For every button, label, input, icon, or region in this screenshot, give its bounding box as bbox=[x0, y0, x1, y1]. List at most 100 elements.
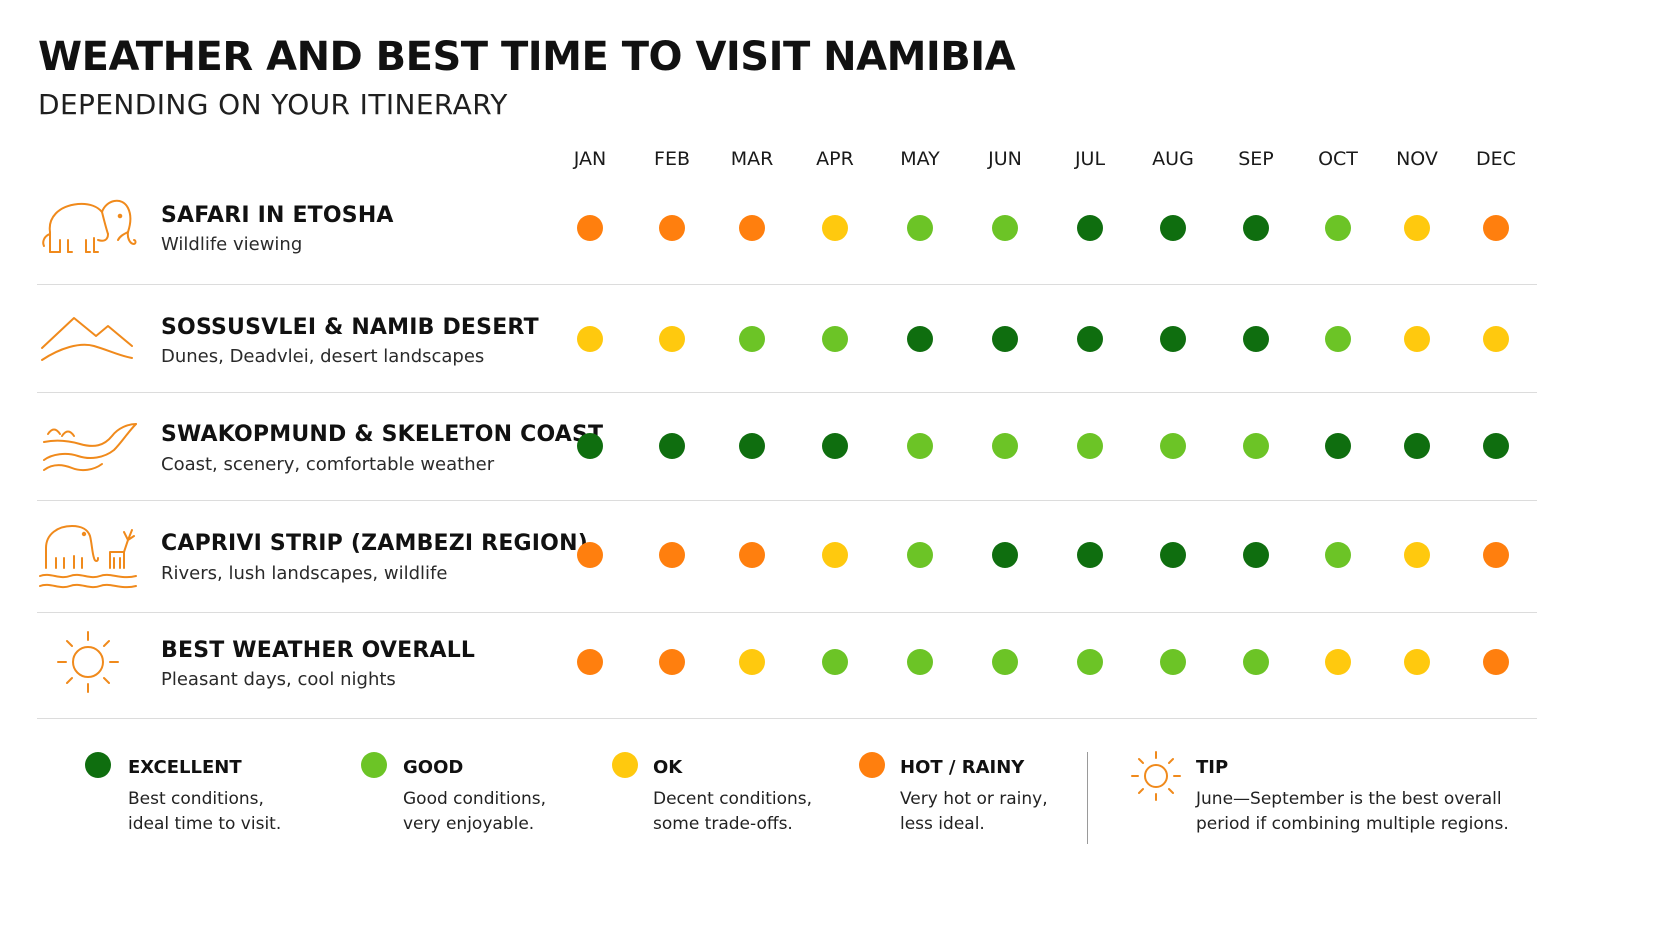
legend-title-excellent: EXCELLENT bbox=[128, 757, 242, 778]
row-subtitle-etosha: Wildlife viewing bbox=[161, 234, 303, 255]
rating-dot-hot-rainy bbox=[739, 542, 765, 568]
rating-dot-excellent bbox=[1325, 433, 1351, 459]
rating-dot-hot-rainy bbox=[739, 215, 765, 241]
rating-dot-hot-rainy bbox=[659, 649, 685, 675]
rating-dot-good bbox=[822, 649, 848, 675]
legend-title-hot-rainy: HOT / RAINY bbox=[900, 757, 1025, 778]
rating-dot-hot-rainy bbox=[1483, 215, 1509, 241]
rating-dot-hot-rainy bbox=[577, 215, 603, 241]
month-label-mar: MAR bbox=[730, 148, 774, 170]
sun-icon bbox=[57, 631, 119, 693]
rating-dot-ok bbox=[1404, 326, 1430, 352]
month-label-aug: AUG bbox=[1152, 148, 1194, 170]
legend-desc-line: Decent conditions, bbox=[653, 789, 813, 809]
rating-dot-excellent bbox=[992, 326, 1018, 352]
rating-dot-excellent bbox=[1243, 326, 1269, 352]
rating-dot-good bbox=[822, 326, 848, 352]
rating-dot-good bbox=[992, 215, 1018, 241]
month-label-sep: SEP bbox=[1238, 148, 1274, 170]
month-label-may: MAY bbox=[900, 148, 940, 170]
rating-dot-ok bbox=[659, 326, 685, 352]
rating-dot-good bbox=[1243, 649, 1269, 675]
legend-dot-ok bbox=[612, 752, 638, 778]
tip-title: TIP bbox=[1196, 757, 1229, 778]
rating-dot-hot-rainy bbox=[577, 542, 603, 568]
month-label-jun: JUN bbox=[988, 148, 1022, 170]
rating-dot-excellent bbox=[1160, 215, 1186, 241]
rating-dot-excellent bbox=[1077, 326, 1103, 352]
row-title-best-weather: BEST WEATHER OVERALL bbox=[161, 638, 476, 663]
rating-dot-excellent bbox=[659, 433, 685, 459]
month-label-nov: NOV bbox=[1396, 148, 1438, 170]
rating-dot-good bbox=[1325, 326, 1351, 352]
rating-dot-excellent bbox=[577, 433, 603, 459]
row-title-swakopmund: SWAKOPMUND & SKELETON COAST bbox=[161, 422, 604, 447]
legend-dot-hot-rainy bbox=[859, 752, 885, 778]
rating-dot-ok bbox=[739, 649, 765, 675]
rating-dot-good bbox=[1325, 542, 1351, 568]
tip-line: June—September is the best overall bbox=[1196, 789, 1502, 809]
rating-dot-hot-rainy bbox=[1483, 649, 1509, 675]
rating-dot-good bbox=[907, 649, 933, 675]
legend-desc-line: less ideal. bbox=[900, 814, 985, 834]
rating-dot-excellent bbox=[1243, 215, 1269, 241]
rating-dot-excellent bbox=[739, 433, 765, 459]
month-label-jan: JAN bbox=[573, 148, 607, 170]
month-label-dec: DEC bbox=[1476, 148, 1516, 170]
rating-dot-excellent bbox=[1077, 215, 1103, 241]
tip-sun-icon bbox=[1131, 751, 1181, 801]
rating-dot-ok bbox=[1325, 649, 1351, 675]
legend-divider bbox=[1087, 752, 1088, 844]
row-divider bbox=[37, 392, 1537, 393]
tip-text: June—September is the best overall perio… bbox=[1196, 787, 1536, 837]
tip-line: period if combining multiple regions. bbox=[1196, 814, 1509, 834]
rating-dot-excellent bbox=[1243, 542, 1269, 568]
rating-dot-good bbox=[1160, 433, 1186, 459]
row-divider bbox=[37, 284, 1537, 285]
rating-dot-hot-rainy bbox=[1483, 542, 1509, 568]
rating-dot-good bbox=[1325, 215, 1351, 241]
legend-desc-line: Very hot or rainy, bbox=[900, 789, 1048, 809]
rating-dot-excellent bbox=[1160, 542, 1186, 568]
rating-dot-good bbox=[1077, 433, 1103, 459]
rating-dot-hot-rainy bbox=[659, 215, 685, 241]
row-title-caprivi: CAPRIVI STRIP (ZAMBEZI REGION) bbox=[161, 531, 588, 556]
rating-dot-excellent bbox=[822, 433, 848, 459]
row-subtitle-sossusvlei: Dunes, Deadvlei, desert landscapes bbox=[161, 346, 485, 367]
rating-dot-excellent bbox=[1483, 433, 1509, 459]
rating-dot-excellent bbox=[992, 542, 1018, 568]
legend-desc-ok: Decent conditions, some trade-offs. bbox=[653, 787, 953, 837]
dunes-icon bbox=[41, 317, 133, 361]
rating-dot-good bbox=[907, 215, 933, 241]
coast-icon bbox=[43, 423, 137, 472]
rating-dot-ok bbox=[1404, 542, 1430, 568]
row-title-sossusvlei: SOSSUSVLEI & NAMIB DESERT bbox=[161, 315, 539, 340]
row-divider bbox=[37, 612, 1537, 613]
rating-dot-ok bbox=[1404, 215, 1430, 241]
legend-desc-line: Best conditions, bbox=[128, 789, 264, 809]
month-label-feb: FEB bbox=[654, 148, 690, 170]
legend-desc-good: Good conditions, very enjoyable. bbox=[403, 787, 703, 837]
legend-desc-line: ideal time to visit. bbox=[128, 814, 282, 834]
row-divider bbox=[37, 718, 1537, 719]
rating-dot-hot-rainy bbox=[577, 649, 603, 675]
rating-dot-excellent bbox=[1404, 433, 1430, 459]
page-subtitle: DEPENDING ON YOUR ITINERARY bbox=[38, 88, 508, 121]
rating-dot-hot-rainy bbox=[659, 542, 685, 568]
legend-desc-hot-rainy: Very hot or rainy, less ideal. bbox=[900, 787, 1200, 837]
legend-desc-excellent: Best conditions, ideal time to visit. bbox=[128, 787, 428, 837]
elephant-icon bbox=[42, 199, 137, 253]
rating-dot-excellent bbox=[1160, 326, 1186, 352]
row-subtitle-swakopmund: Coast, scenery, comfortable weather bbox=[161, 454, 495, 475]
rating-dot-ok bbox=[1483, 326, 1509, 352]
rating-dot-good bbox=[992, 649, 1018, 675]
rating-dot-excellent bbox=[907, 326, 933, 352]
legend-desc-line: Good conditions, bbox=[403, 789, 547, 809]
row-title-etosha: SAFARI IN ETOSHA bbox=[161, 203, 394, 228]
rating-dot-good bbox=[907, 433, 933, 459]
legend-title-good: GOOD bbox=[403, 757, 464, 778]
rating-dot-ok bbox=[577, 326, 603, 352]
legend-desc-line: very enjoyable. bbox=[403, 814, 535, 834]
river-wildlife-icon bbox=[39, 525, 137, 589]
row-divider bbox=[37, 500, 1537, 501]
